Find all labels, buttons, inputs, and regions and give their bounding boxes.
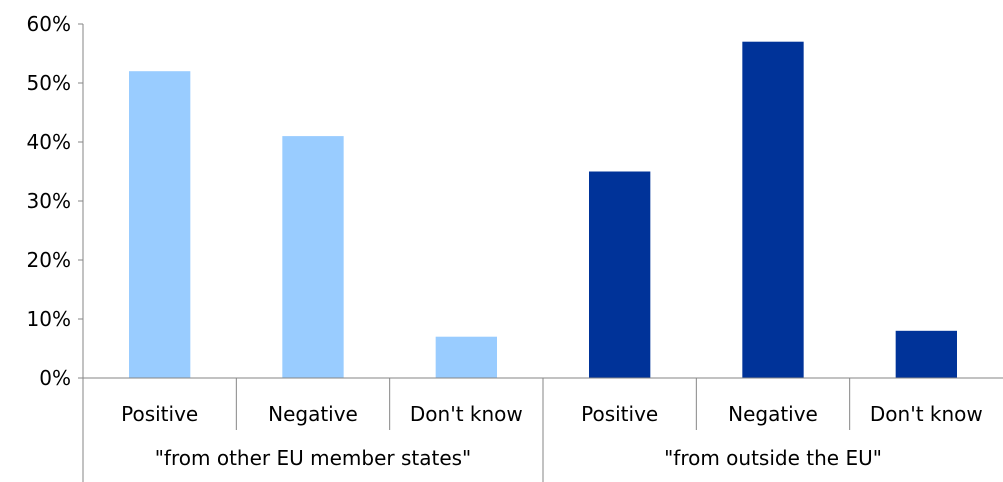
y-tick-label: 30%	[27, 189, 71, 213]
bar	[282, 136, 344, 378]
bar	[895, 330, 957, 378]
y-tick-label: 10%	[27, 307, 71, 331]
y-tick-label: 50%	[27, 71, 71, 95]
y-axis: 0% 10% 20% 30% 40% 50% 60%	[27, 12, 84, 390]
category-label: Positive	[121, 402, 198, 426]
category-label: Positive	[581, 402, 658, 426]
y-tick-label: 20%	[27, 248, 71, 272]
x-axis: Positive Negative Don't know "from other EU…	[82, 377, 1003, 482]
y-tick-label: 40%	[27, 130, 71, 154]
y-tick-label: 0%	[39, 366, 71, 390]
bar	[589, 171, 651, 378]
bar	[435, 336, 497, 378]
bars	[129, 41, 957, 378]
category-label: Don't know	[410, 402, 523, 426]
category-label: Negative	[268, 402, 358, 426]
category-label: Negative	[728, 402, 818, 426]
group-label: "from other EU member states"	[155, 446, 472, 470]
bar	[129, 71, 191, 378]
bar	[742, 41, 804, 378]
group-label: "from outside the EU"	[664, 446, 882, 470]
y-tick-label: 60%	[27, 12, 71, 36]
category-label: Don't know	[870, 402, 983, 426]
